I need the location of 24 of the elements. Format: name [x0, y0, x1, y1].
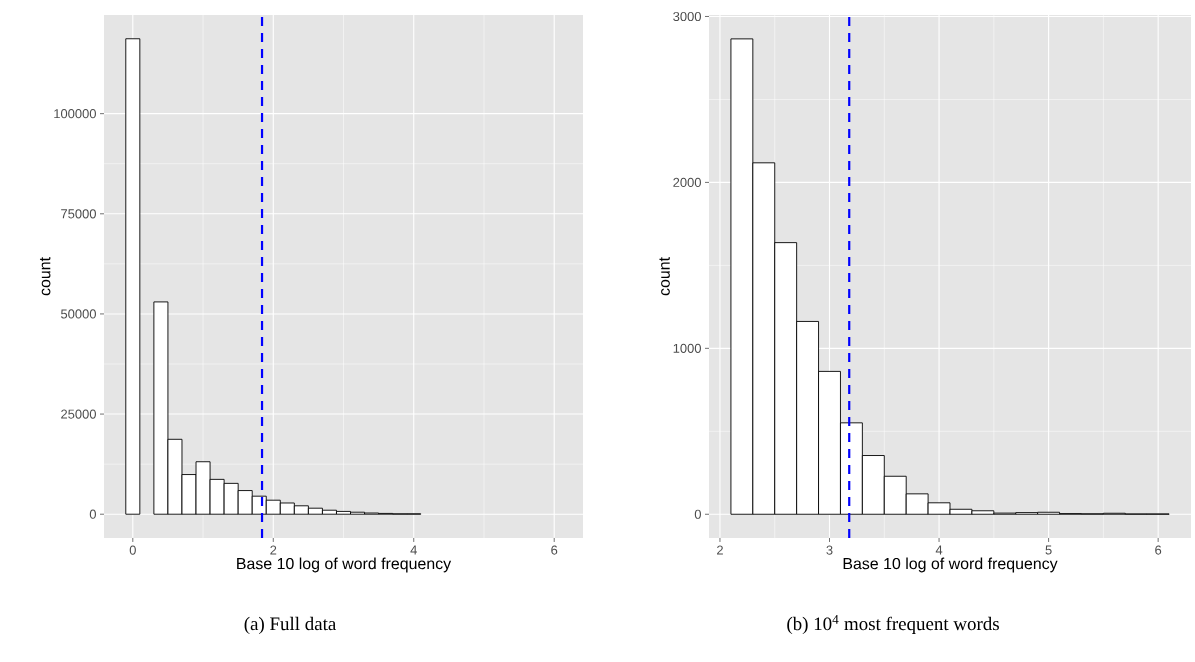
x-tick-label: 3 — [826, 545, 833, 555]
y-axis-title: count — [659, 257, 670, 296]
y-axis-title: count — [39, 257, 51, 296]
y-tick-label: 0 — [89, 509, 96, 519]
y-tick-label: 75000 — [61, 209, 96, 219]
y-tick-label: 50000 — [60, 309, 96, 319]
x-tick-label: 4 — [935, 545, 943, 555]
x-axis-title: Base 10 log of word frequency — [843, 557, 1058, 573]
y-tick-label: 100000 — [54, 109, 96, 119]
x-tick-label: 4 — [410, 545, 417, 555]
y-tick-label: 1000 — [673, 343, 701, 353]
y-tick-label: 2000 — [673, 177, 701, 187]
x-tick-label: 0 — [129, 545, 136, 555]
y-tick-label: 25000 — [61, 409, 96, 419]
x-tick-label: 5 — [1045, 545, 1052, 555]
y-tick-label: 3000 — [673, 11, 701, 22]
x-tick-label: 2 — [270, 545, 277, 555]
x-axis-title: Base 10 log of word frequency — [237, 557, 452, 573]
x-tick-label: 6 — [1155, 545, 1162, 555]
x-tick-label: 2 — [717, 545, 723, 555]
text: (b) 10$^{4}$ most frequent words — [787, 615, 999, 635]
y-tick-label: 0 — [694, 509, 701, 519]
x-tick-label: 6 — [551, 545, 558, 555]
text: (a) Full data — [244, 616, 337, 635]
